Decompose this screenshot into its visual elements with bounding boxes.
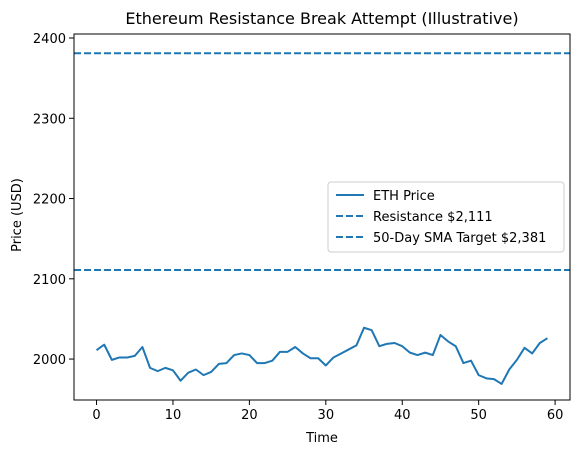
y-tick-label: 2200 xyxy=(33,193,66,208)
x-tick-label: 50 xyxy=(470,408,487,423)
legend-box xyxy=(327,181,565,253)
legend-entry-3: 50-Day SMA Target $2,381 xyxy=(373,231,546,246)
plot-frame xyxy=(73,33,571,401)
x-tick-label: 40 xyxy=(394,408,411,423)
x-tick-label: 60 xyxy=(547,408,564,423)
legend-entry-1: ETH Price xyxy=(373,189,435,204)
legend: ETH Price Resistance $2,111 50-Day SMA Tar… xyxy=(327,181,565,253)
x-tick-label: 30 xyxy=(318,408,335,423)
y-axis-label: Price (USD) xyxy=(10,178,25,252)
x-tick-label: 10 xyxy=(165,408,182,423)
plot-area xyxy=(74,52,570,385)
x-axis-label: Time xyxy=(305,431,338,446)
legend-entry-2: Resistance $2,111 xyxy=(373,210,493,225)
series-line-1 xyxy=(95,326,548,385)
y-tick-label: 2400 xyxy=(33,32,66,47)
x-tick-label: 0 xyxy=(92,408,100,423)
y-tick-label: 2100 xyxy=(33,273,66,288)
x-tick-label: 20 xyxy=(241,408,258,423)
axes: 0 10 20 30 40 50 60 2000 2100 2200 2300 2400 xyxy=(33,32,571,423)
chart-title: Ethereum Resistance Break Attempt (Illus… xyxy=(125,9,518,28)
y-tick-label: 2300 xyxy=(33,112,66,127)
y-tick-label: 2000 xyxy=(33,353,66,368)
